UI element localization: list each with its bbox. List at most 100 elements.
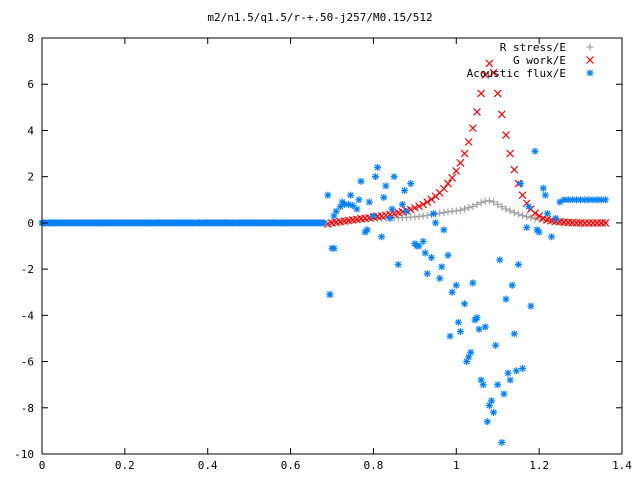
data-point: [492, 341, 500, 349]
data-point: [436, 274, 444, 282]
data-point: [353, 205, 361, 213]
data-point: [421, 249, 429, 257]
data-point: [357, 177, 365, 185]
data-point: [456, 328, 464, 336]
x-tick-label: 1: [453, 459, 460, 472]
y-tick-label: -4: [21, 309, 35, 322]
data-point: [427, 195, 436, 204]
legend-marker: [586, 56, 594, 64]
x-tick-label: 0.8: [363, 459, 383, 472]
y-tick-label: -2: [21, 263, 34, 276]
data-point: [439, 184, 448, 193]
data-point: [506, 376, 514, 384]
data-point: [527, 302, 535, 310]
x-tick-label: 0: [39, 459, 46, 472]
legend-label: G work/E: [513, 54, 566, 67]
data-point: [423, 270, 431, 278]
data-point: [363, 226, 371, 234]
data-point: [372, 173, 379, 181]
data-point: [489, 68, 498, 77]
legend-label: R stress/E: [500, 41, 566, 54]
data-point: [541, 191, 549, 199]
data-point: [535, 212, 544, 220]
data-point: [485, 197, 493, 205]
data-point: [502, 131, 510, 139]
data-point: [488, 397, 495, 405]
data-point: [548, 233, 556, 241]
data-point: [481, 71, 490, 79]
data-point: [481, 323, 489, 331]
data-point: [473, 108, 481, 116]
data-point: [500, 390, 508, 398]
data-point: [496, 256, 504, 264]
data-point: [517, 180, 524, 188]
data-point: [531, 147, 539, 155]
data-point: [423, 211, 431, 219]
data-point: [326, 291, 334, 299]
series-star: [38, 147, 609, 446]
data-point: [601, 218, 610, 227]
data-point: [601, 196, 609, 204]
legend-label: Acoustic flux/E: [467, 67, 566, 80]
data-point: [543, 210, 551, 218]
data-point: [504, 369, 512, 377]
data-point: [461, 205, 469, 213]
x-tick-label: 0.6: [281, 459, 301, 472]
data-point: [527, 214, 535, 222]
data-point: [519, 364, 527, 372]
data-point: [514, 210, 522, 218]
data-point: [479, 381, 487, 389]
data-point: [514, 260, 522, 268]
data-point: [493, 89, 502, 98]
data-point: [446, 332, 454, 340]
data-point: [390, 173, 398, 181]
data-point: [469, 202, 477, 210]
data-point: [444, 251, 452, 259]
data-point: [508, 281, 516, 289]
data-point: [330, 244, 338, 252]
data-point: [386, 214, 394, 222]
data-point: [469, 279, 477, 287]
data-point: [410, 203, 419, 212]
data-point: [415, 202, 423, 211]
data-point: [423, 198, 432, 207]
data-point: [494, 200, 502, 208]
data-point: [502, 295, 510, 303]
data-point: [318, 219, 326, 227]
axes: 0 0.2 0.4 0.6 0.8 1 1.2 1.4 -10 -8 -6 -4 -2 0 2 4 6 8: [14, 32, 632, 472]
y-tick-label: 6: [27, 78, 34, 91]
data-point: [388, 205, 396, 213]
data-point: [432, 219, 440, 227]
plot-area: [38, 59, 610, 446]
y-tick-label: -8: [21, 402, 34, 415]
legend-marker: [586, 69, 594, 77]
data-point: [324, 191, 332, 199]
data-point: [448, 288, 456, 296]
data-point: [483, 418, 491, 426]
y-tick-label: -6: [21, 356, 34, 369]
data-point: [413, 242, 421, 250]
data-point: [506, 149, 515, 158]
data-point: [494, 381, 502, 389]
data-point: [440, 208, 448, 216]
data-point: [440, 226, 448, 234]
data-point: [477, 199, 485, 207]
data-point: [394, 260, 402, 268]
x-tick-label: 1.2: [529, 459, 549, 472]
data-point: [452, 281, 460, 289]
data-point: [490, 198, 498, 206]
data-point: [380, 193, 388, 201]
data-point: [485, 59, 494, 68]
y-tick-label: -10: [14, 448, 34, 461]
data-point: [471, 316, 479, 324]
data-point: [468, 124, 477, 133]
data-point: [430, 210, 437, 218]
data-point: [464, 138, 473, 146]
data-point: [452, 166, 461, 175]
data-point: [510, 330, 518, 338]
data-point: [512, 367, 520, 375]
data-point: [398, 200, 406, 208]
data-point: [510, 208, 518, 216]
data-point: [355, 196, 363, 204]
